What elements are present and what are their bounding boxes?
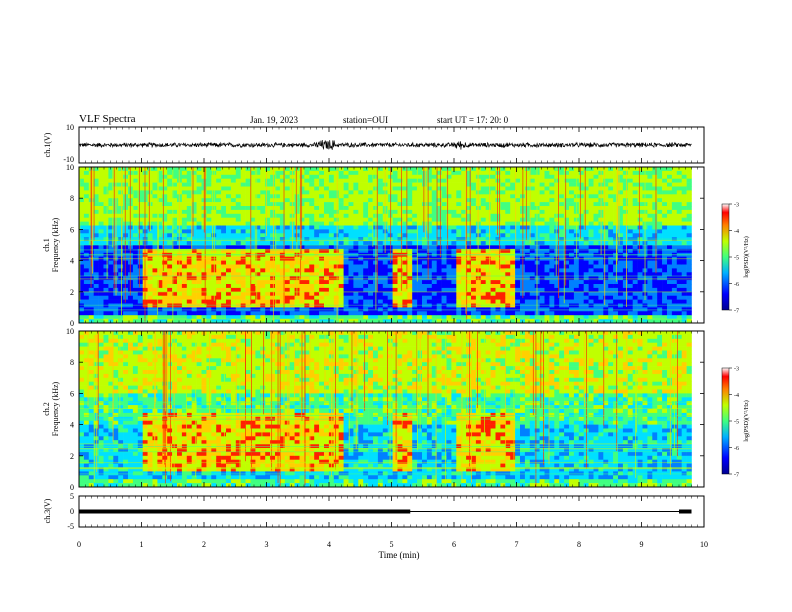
spec1-ytick: 0 bbox=[70, 319, 74, 328]
ch1-colorbar bbox=[721, 203, 730, 311]
ch1-spec-ylabel-channel: ch.1 bbox=[42, 238, 51, 252]
x-tick-label: 8 bbox=[577, 540, 581, 549]
ch3-ytick-mid: 0 bbox=[70, 507, 74, 516]
spec2-ytick: 2 bbox=[70, 452, 74, 461]
x-tick-labels: 0 1 2 3 4 5 6 7 8 9 10 bbox=[77, 540, 708, 549]
ch1-ytick-bottom: -10 bbox=[63, 155, 74, 164]
ch1-waveform-panel: 10 -10 ch.1(V) bbox=[43, 123, 705, 164]
header-station: station=OUI bbox=[343, 115, 389, 125]
x-tick-label: 4 bbox=[327, 540, 331, 549]
spec2-ytick: 4 bbox=[70, 421, 74, 430]
spec2-ytick: 10 bbox=[66, 327, 74, 336]
spec1-ytick: 10 bbox=[66, 163, 74, 172]
ch2-colorbar-label: log(PSD)(V²/Hz) bbox=[743, 400, 750, 441]
cb1-t-tick: -4 bbox=[734, 229, 739, 235]
x-tick-label: 3 bbox=[265, 540, 269, 549]
spec2-ytick: 0 bbox=[70, 483, 74, 492]
ch1-spec-ylabel-freq: Frequency (kHz) bbox=[51, 217, 60, 272]
x-tick-label: 9 bbox=[640, 540, 644, 549]
x-tick-label: 2 bbox=[202, 540, 206, 549]
ch1-ylabel: ch.1(V) bbox=[43, 132, 52, 157]
ch3-ytick-top: 5 bbox=[70, 492, 74, 501]
x-tick-label: 0 bbox=[77, 540, 81, 549]
ch2-spectrogram-image bbox=[79, 331, 704, 488]
cb2-t-tick: -4 bbox=[734, 393, 739, 399]
x-tick-label: 7 bbox=[515, 540, 519, 549]
ch3-thick-segment bbox=[79, 509, 411, 514]
ch3-thick-segment bbox=[679, 509, 692, 514]
cb2-t-tick: -6 bbox=[734, 446, 739, 452]
ch2-spec-ylabel-channel: ch.2 bbox=[42, 402, 51, 416]
x-tick-marks bbox=[78, 127, 705, 527]
header-start-time: start UT = 17: 20: 0 bbox=[437, 115, 509, 125]
x-tick-label: 5 bbox=[390, 540, 394, 549]
ch1-spectrogram-image bbox=[79, 167, 704, 324]
ch3-panel: 5 0 -5 ch.3(V) bbox=[43, 492, 705, 531]
header-date: Jan. 19, 2023 bbox=[250, 115, 298, 125]
ch1-colorbar-label: log(PSD)(V²/Hz) bbox=[743, 236, 750, 277]
spec2-ytick: 6 bbox=[70, 389, 74, 398]
spec2-ytick: 8 bbox=[70, 358, 74, 367]
ch3-ytick-bottom: -5 bbox=[67, 522, 74, 531]
cb1-t-tick: -6 bbox=[734, 282, 739, 288]
x-axis-label: Time (min) bbox=[379, 550, 420, 560]
cb1-t-tick: -7 bbox=[734, 309, 739, 315]
x-tick-label: 1 bbox=[140, 540, 144, 549]
ch2-spec-ylabel-freq: Frequency (kHz) bbox=[51, 381, 60, 436]
chart-title: VLF Spectra bbox=[79, 113, 136, 125]
cb1-t-tick: -3 bbox=[734, 203, 739, 209]
ch3-ylabel: ch.3(V) bbox=[43, 498, 52, 523]
cb2-t-tick: -3 bbox=[734, 367, 739, 373]
cb2-t-tick: -5 bbox=[734, 420, 739, 426]
x-tick-label: 6 bbox=[452, 540, 456, 549]
spec1-ytick: 4 bbox=[70, 257, 74, 266]
spec1-ytick: 8 bbox=[70, 194, 74, 203]
ch1-waveform-trace bbox=[78, 139, 692, 151]
cb1-t-tick: -5 bbox=[734, 256, 739, 262]
cb2-t-tick: -7 bbox=[734, 473, 739, 479]
x-tick-label: 10 bbox=[700, 540, 708, 549]
ch2-colorbar bbox=[721, 367, 730, 475]
ch1-ytick-top: 10 bbox=[66, 123, 74, 132]
spec1-ytick: 2 bbox=[70, 288, 74, 297]
spec1-ytick: 6 bbox=[70, 225, 74, 234]
